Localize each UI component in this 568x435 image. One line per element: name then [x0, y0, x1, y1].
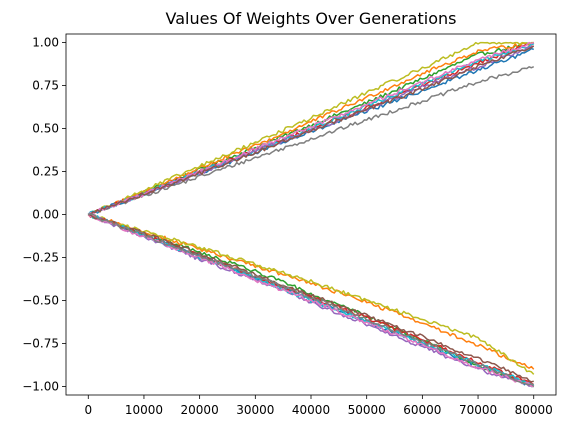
x-tick-label: 20000 [181, 403, 219, 417]
series-layer [87, 41, 535, 388]
series-line [87, 41, 534, 216]
series-line [88, 45, 535, 216]
y-tick-label: 0.75 [32, 79, 59, 93]
y-tick-label: −0.25 [22, 250, 59, 264]
x-tick-label: 0 [84, 403, 92, 417]
y-tick-label: −1.00 [22, 379, 59, 393]
y-tick-label: 0.50 [32, 122, 59, 136]
axes-layer: 0 10000 20000 30000 40000 50000 60000 70000 8000… [22, 33, 557, 417]
x-tick-label: 80000 [515, 403, 553, 417]
x-tick-label: 10000 [125, 403, 163, 417]
x-tick-label: 50000 [348, 403, 386, 417]
x-tick-label: 40000 [292, 403, 330, 417]
series-line [88, 213, 534, 386]
y-tick-label: 0.00 [32, 208, 59, 222]
series-line [88, 213, 535, 387]
series-line [87, 41, 535, 216]
x-tick-label: 70000 [459, 403, 497, 417]
series-line [87, 213, 534, 388]
y-tick-label: 0.25 [32, 165, 59, 179]
y-tick-label: 1.00 [32, 36, 59, 50]
series-line [87, 213, 535, 370]
y-tick-label: −0.50 [22, 293, 59, 307]
x-tick-label: 30000 [236, 403, 274, 417]
chart-title: Values Of Weights Over Generations [166, 9, 457, 28]
x-tick-label: 60000 [403, 403, 441, 417]
y-tick-label: −0.75 [22, 336, 59, 350]
series-line [88, 213, 535, 375]
